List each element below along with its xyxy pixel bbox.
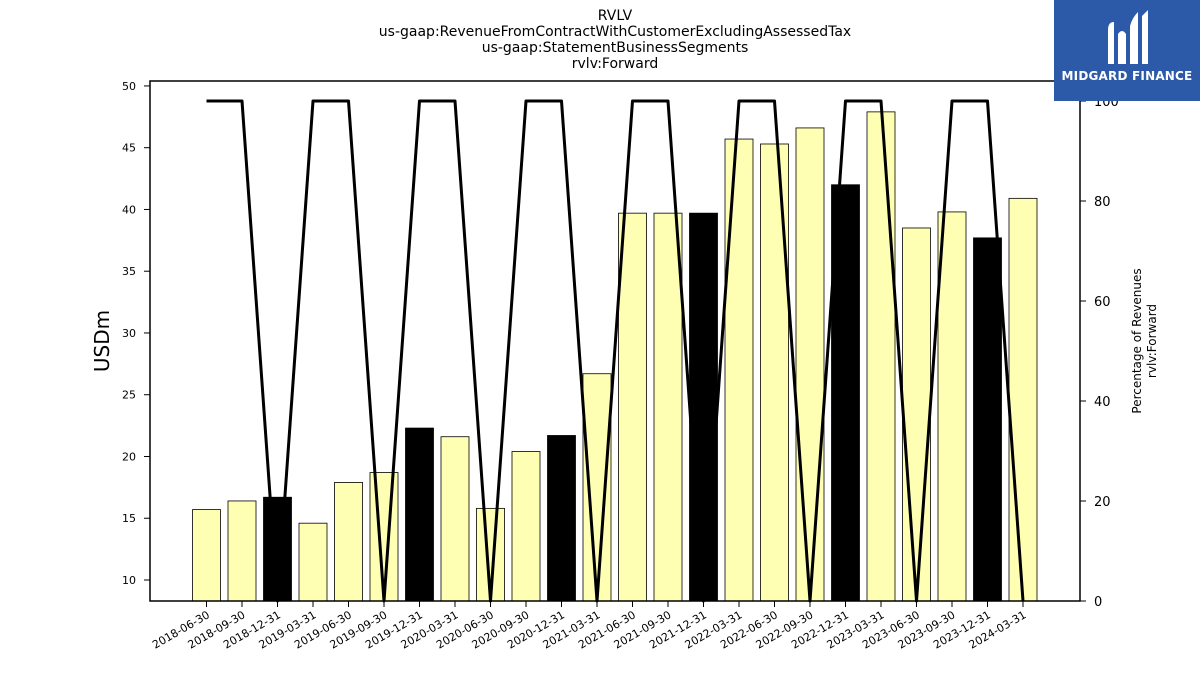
percentage-line xyxy=(206,99,1025,603)
y-tick-label-15: 15 xyxy=(122,512,136,525)
bar-2022-09-30 xyxy=(795,127,825,602)
y-tick-label-45: 45 xyxy=(122,142,136,155)
percentage-line-series xyxy=(206,99,1025,603)
title-line-2: us-gaap:RevenueFromContractWithCustomerE… xyxy=(379,24,851,40)
x-axis: 2018-06-302018-09-302018-12-312019-03-31… xyxy=(150,601,1029,652)
bar-2020-03-31 xyxy=(440,436,470,602)
bar-series xyxy=(192,111,1038,602)
chart-title: RVLV us-gaap:RevenueFromContractWithCust… xyxy=(379,8,851,72)
y-tick-label-40: 40 xyxy=(122,203,136,216)
bar-2023-12-31 xyxy=(973,237,1002,602)
y2-axis-label-line-1: Percentage of Revenues xyxy=(1130,268,1144,413)
bar-2022-12-31 xyxy=(831,184,860,602)
bar-2021-06-30 xyxy=(618,212,647,602)
bar-2024-03-31 xyxy=(1008,197,1038,602)
bar-2020-12-31 xyxy=(547,435,576,602)
midgard-finance-logo: MIDGARD FINANCE xyxy=(1054,0,1200,101)
bar-2020-09-30 xyxy=(511,451,541,602)
bar-2018-12-31 xyxy=(263,496,292,602)
bar-2018-06-30 xyxy=(192,509,221,602)
y2-tick-label-60: 60 xyxy=(1094,295,1111,310)
midgard-logo-icon xyxy=(1108,10,1148,64)
y-tick-label-25: 25 xyxy=(122,389,136,402)
y-tick-label-35: 35 xyxy=(122,265,136,278)
bar-2022-06-30 xyxy=(760,143,789,602)
y-tick-label-20: 20 xyxy=(122,450,136,463)
bar-2019-06-30 xyxy=(334,482,363,602)
bar-2021-12-31 xyxy=(689,212,718,602)
bar-2019-09-30 xyxy=(369,472,399,602)
bar-2023-03-31 xyxy=(866,111,896,602)
logo-text: MIDGARD FINANCE xyxy=(1061,69,1193,83)
y2-tick-label-0: 0 xyxy=(1094,595,1102,610)
bar-2023-09-30 xyxy=(937,211,967,602)
bar-2019-03-31 xyxy=(298,522,328,602)
y-tick-label-30: 30 xyxy=(122,327,136,340)
y-tick-label-10: 10 xyxy=(122,574,136,587)
bar-2023-06-30 xyxy=(902,227,931,602)
title-line-3: us-gaap:StatementBusinessSegments xyxy=(482,40,749,56)
y-tick-label-50: 50 xyxy=(122,80,136,93)
bar-2018-09-30 xyxy=(227,500,257,602)
y2-tick-label-80: 80 xyxy=(1094,195,1111,210)
bar-2021-03-31 xyxy=(582,373,612,602)
y-axis-label: USDm xyxy=(90,310,114,372)
plot-frame xyxy=(149,80,1081,602)
title-line-1: RVLV xyxy=(598,8,633,24)
bar-2019-12-31 xyxy=(405,427,434,602)
bar-2021-09-30 xyxy=(653,212,683,602)
y-axis-left: 10 15 20 25 30 35 40 45 50 xyxy=(122,80,150,587)
title-line-4: rvlv:Forward xyxy=(572,56,658,72)
y2-tick-label-40: 40 xyxy=(1094,395,1111,410)
bar-2022-03-31 xyxy=(724,138,754,602)
y2-tick-label-20: 20 xyxy=(1094,495,1111,510)
y2-axis-label-line-2: rvlv:Forward xyxy=(1145,304,1159,378)
